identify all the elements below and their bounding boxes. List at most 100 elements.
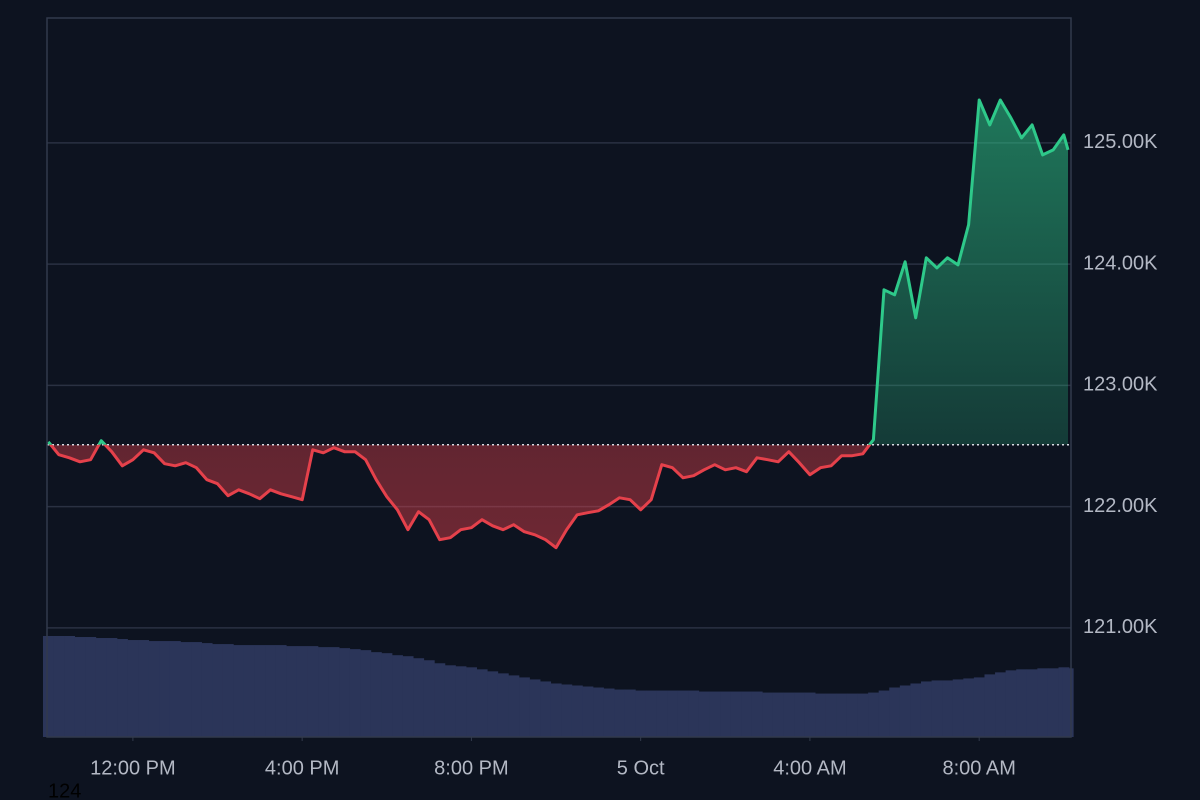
y-tick-label: 125.00K bbox=[1083, 131, 1158, 153]
volume-bar bbox=[1037, 668, 1049, 737]
volume-bar bbox=[370, 652, 382, 737]
volume-bar bbox=[730, 691, 742, 737]
y-tick-label: 121.00K bbox=[1083, 616, 1158, 638]
y-tick-label: 123.00K bbox=[1083, 374, 1158, 396]
x-tick-label: 4:00 AM bbox=[773, 757, 846, 779]
volume-bar bbox=[497, 673, 509, 737]
volume-bar bbox=[127, 640, 139, 737]
volume-bar bbox=[561, 684, 573, 737]
volume-bar bbox=[645, 690, 657, 737]
volume-bar bbox=[423, 660, 435, 737]
volume-bar bbox=[868, 692, 879, 737]
volume-bar bbox=[910, 683, 922, 737]
volume-bar bbox=[995, 672, 1006, 737]
volume-bar bbox=[815, 693, 827, 737]
volume-bar bbox=[360, 650, 372, 737]
volume-bar bbox=[392, 655, 403, 737]
volume-bar bbox=[751, 691, 763, 737]
volume-bar bbox=[825, 693, 837, 737]
volume-bar bbox=[1005, 670, 1017, 737]
volume-bar bbox=[339, 648, 351, 737]
volume-bar bbox=[138, 640, 150, 737]
volume-bar bbox=[1047, 668, 1059, 737]
volume-bar bbox=[624, 689, 636, 737]
volume-bar bbox=[794, 692, 805, 737]
x-tick-label: 12:00 PM bbox=[90, 757, 176, 779]
volume-bar bbox=[677, 690, 689, 737]
volume-bar bbox=[106, 638, 118, 737]
volume-bar bbox=[963, 678, 975, 737]
volume-bar bbox=[222, 644, 234, 737]
volume-bar bbox=[243, 645, 255, 737]
volume-bar bbox=[846, 693, 858, 737]
volume-bar bbox=[64, 636, 76, 737]
volume-bar bbox=[603, 688, 615, 737]
x-tick-label: 5 Oct bbox=[617, 757, 665, 779]
volume-bar bbox=[762, 692, 774, 737]
volume-bar bbox=[709, 691, 721, 737]
volume-bar bbox=[857, 693, 869, 737]
volume-bar bbox=[952, 679, 964, 737]
volume-bar bbox=[508, 675, 520, 737]
volume-bar bbox=[201, 643, 213, 737]
volume-bar bbox=[1016, 669, 1028, 737]
volume-bar bbox=[117, 639, 128, 737]
volume-bar bbox=[698, 691, 710, 737]
volume-bar bbox=[444, 665, 456, 737]
volume-bar bbox=[540, 681, 552, 737]
volume-bar bbox=[74, 637, 86, 737]
volume-bar bbox=[476, 669, 488, 737]
area-up bbox=[48, 100, 1068, 445]
price-line-down bbox=[48, 444, 872, 550]
volume-bar bbox=[296, 646, 308, 737]
volume-bar bbox=[159, 641, 171, 737]
volume-bar bbox=[381, 653, 393, 737]
volume-bar bbox=[95, 638, 107, 737]
volume-bar bbox=[519, 677, 530, 737]
price-line-up bbox=[47, 98, 1070, 445]
volume-bar bbox=[42, 636, 54, 737]
volume-bar bbox=[942, 680, 954, 737]
volume-bar bbox=[772, 692, 784, 737]
x-tick-label: 8:00 AM bbox=[942, 757, 1015, 779]
volume-bar bbox=[920, 681, 932, 737]
volume-bar bbox=[571, 685, 583, 737]
volume-bar bbox=[1062, 668, 1074, 737]
volume-bar bbox=[984, 674, 996, 737]
volume-bar bbox=[487, 671, 499, 737]
area-down bbox=[48, 444, 1068, 548]
volume-bar bbox=[741, 691, 753, 737]
volume-bar bbox=[688, 690, 700, 737]
volume-bar bbox=[550, 683, 562, 737]
volume-bar bbox=[593, 687, 604, 737]
volume-bar bbox=[783, 692, 795, 737]
volume-bar bbox=[402, 656, 414, 737]
volume-bar bbox=[318, 647, 329, 737]
volume-bar bbox=[413, 658, 425, 737]
volume-bar bbox=[889, 687, 901, 737]
volume-bar bbox=[233, 645, 245, 737]
footnote: 124 bbox=[48, 780, 81, 800]
x-tick-label: 8:00 PM bbox=[434, 757, 508, 779]
volume-bar bbox=[582, 686, 594, 737]
volume-bar bbox=[349, 649, 361, 737]
volume-bar bbox=[85, 637, 97, 737]
volume-bar bbox=[466, 667, 477, 737]
volume-bar bbox=[191, 642, 202, 737]
volume-bar bbox=[434, 663, 446, 737]
volume-bar bbox=[148, 641, 160, 737]
volume-bar bbox=[931, 680, 943, 737]
volume-bar bbox=[720, 691, 731, 737]
plot-frame bbox=[46, 17, 1072, 738]
y-tick-label: 124.00K bbox=[1083, 252, 1158, 274]
volume-bar bbox=[667, 690, 678, 737]
volume-bar bbox=[529, 679, 541, 737]
volume-bar bbox=[212, 644, 224, 737]
volume-bar bbox=[804, 692, 816, 737]
volume-bar bbox=[286, 646, 298, 737]
volume-bar bbox=[614, 689, 626, 737]
volume-bar bbox=[169, 641, 181, 737]
x-tick-label: 4:00 PM bbox=[265, 757, 339, 779]
